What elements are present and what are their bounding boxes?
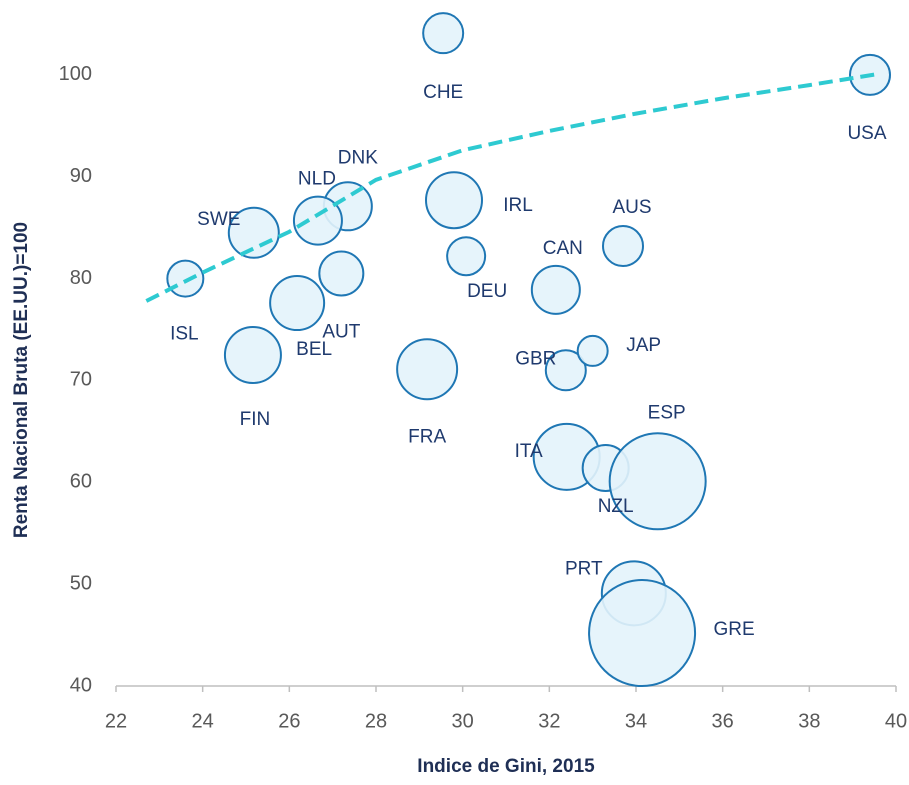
bubble — [425, 171, 483, 230]
bubble-label: AUS — [612, 197, 651, 218]
bubble — [292, 195, 343, 246]
y-tick-label: 100 — [59, 63, 92, 85]
y-tick-label: 50 — [70, 572, 92, 594]
bubble-label: DNK — [338, 147, 378, 168]
bubble — [227, 206, 280, 259]
x-tick-label: 34 — [625, 710, 647, 732]
bubble — [446, 236, 487, 277]
bubble — [602, 225, 644, 268]
bubble-label: CHE — [423, 82, 463, 103]
x-tick-label: 32 — [538, 710, 560, 732]
bubble-label: FIN — [240, 409, 271, 430]
bubble-label: BEL — [296, 339, 332, 360]
bubble-label: DEU — [467, 281, 507, 302]
bubble — [422, 12, 465, 55]
x-tick-label: 22 — [105, 710, 127, 732]
x-tick-label: 38 — [798, 710, 820, 732]
y-tick-label: 90 — [70, 165, 92, 187]
bubble — [608, 432, 707, 531]
y-tick-label: 70 — [70, 369, 92, 391]
y-tick-label: 60 — [70, 471, 92, 493]
bubble-label: AUT — [322, 322, 360, 343]
bubble-label: CAN — [543, 238, 583, 259]
bubble-label: ITA — [515, 441, 543, 462]
bubble-label: SWE — [197, 209, 240, 230]
bubble-label: ISL — [170, 324, 199, 345]
bubble — [223, 326, 282, 384]
bubble — [396, 338, 459, 401]
bubble-label: FRA — [408, 426, 446, 447]
bubble-label: GBR — [515, 348, 556, 369]
bubble-label: IRL — [503, 195, 533, 216]
bubble — [166, 259, 205, 298]
y-tick-label: 40 — [70, 674, 92, 696]
x-tick-label: 40 — [885, 710, 907, 732]
x-tick-label: 24 — [192, 710, 214, 732]
y-tick-label: 80 — [70, 267, 92, 289]
bubble — [588, 579, 697, 688]
bubble-label: ESP — [648, 402, 686, 423]
y-axis-title: Renta Nacional Bruta (EE.UU.)=100 — [11, 222, 32, 538]
bubble-label: PRT — [565, 558, 603, 579]
bubble-label: USA — [847, 123, 886, 144]
bubble-label: NZL — [598, 496, 634, 517]
bubble — [318, 250, 365, 297]
bubble-label: GRE — [713, 619, 754, 640]
bubble-label: JAP — [626, 335, 661, 356]
bubble — [544, 349, 587, 392]
x-tick-label: 28 — [365, 710, 387, 732]
x-axis-title: Indice de Gini, 2015 — [417, 756, 595, 777]
x-tick-label: 36 — [712, 710, 734, 732]
bubble — [576, 334, 609, 367]
bubble — [530, 264, 581, 315]
trendline — [145, 71, 879, 303]
x-tick-label: 26 — [278, 710, 300, 732]
bubble — [269, 275, 326, 332]
x-tick-label: 30 — [452, 710, 474, 732]
bubble-label: NLD — [298, 169, 336, 190]
